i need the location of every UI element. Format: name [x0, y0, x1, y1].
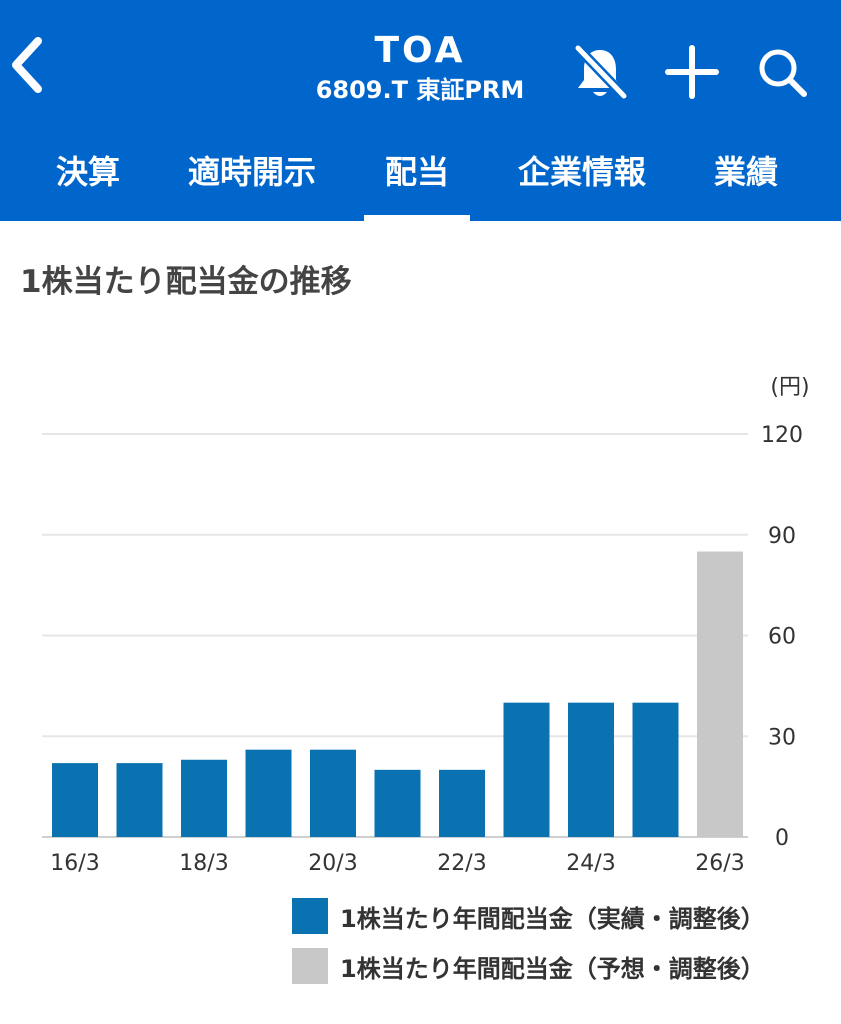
- bar-actual-19-3[interactable]: [245, 749, 292, 837]
- section-title: 1株当たり配当金の推移: [20, 264, 352, 300]
- dividend-bar-chart: (円) 0 30 60 90 120 16/3 18/3 20/3 22/3 24/3 26/3: [42, 375, 810, 876]
- y-tick-label: 60: [768, 625, 796, 650]
- tab-bar: 決算 適時開示 配当 企業情報 業績: [0, 140, 841, 221]
- legend-item-forecast: 1株当たり年間配当金（予想・調整後）: [292, 948, 765, 984]
- bar-actual-18-3[interactable]: [181, 759, 227, 837]
- back-button[interactable]: [0, 30, 56, 100]
- bar-actual-16-3[interactable]: [52, 763, 98, 837]
- legend-label-forecast: 1株当たり年間配当金（予想・調整後）: [340, 954, 765, 983]
- y-tick-label: 120: [761, 423, 803, 448]
- tab-dividend[interactable]: 配当: [364, 140, 470, 221]
- notification-toggle-button[interactable]: [568, 40, 632, 104]
- stock-code: 6809.T 東証PRM: [315, 76, 525, 104]
- bar-actual-17-3[interactable]: [116, 763, 163, 837]
- plus-icon: [665, 45, 719, 99]
- x-tick-label: 16/3: [50, 851, 99, 876]
- y-tick-label: 0: [775, 826, 789, 851]
- stock-title-block: TOA 6809.T 東証PRM: [240, 30, 600, 106]
- x-tick-label: 24/3: [566, 851, 615, 876]
- x-tick-label: 22/3: [437, 851, 486, 876]
- x-tick-label: 26/3: [695, 851, 744, 876]
- tab-kessan[interactable]: 決算: [55, 153, 120, 191]
- bar-actual-22-3[interactable]: [439, 769, 485, 837]
- bar-actual-20-3[interactable]: [310, 749, 356, 837]
- tab-company-info[interactable]: 企業情報: [517, 153, 646, 191]
- add-watchlist-button[interactable]: [660, 40, 724, 104]
- legend-item-actual: 1株当たり年間配当金（実績・調整後）: [292, 898, 765, 934]
- app-header: TOA 6809.T 東証PRM 決算 適時開示 配当 企業情報 業績: [0, 0, 841, 221]
- y-tick-label: 30: [768, 725, 796, 750]
- bar-actual-21-3[interactable]: [374, 769, 421, 837]
- bar-actual-25-3[interactable]: [632, 702, 679, 837]
- bar-actual-24-3[interactable]: [568, 702, 614, 837]
- y-tick-label: 90: [768, 524, 796, 549]
- search-button[interactable]: [750, 40, 814, 104]
- tab-timely-disclosure[interactable]: 適時開示: [187, 153, 316, 191]
- tab-performance[interactable]: 業績: [713, 153, 778, 191]
- search-icon: [759, 49, 807, 97]
- bar-forecast-26-3[interactable]: [697, 551, 743, 837]
- stock-name: TOA: [374, 30, 466, 71]
- legend-label-actual: 1株当たり年間配当金（実績・調整後）: [340, 904, 765, 933]
- bar-actual-23-3[interactable]: [503, 702, 550, 837]
- y-axis-unit-label: (円): [770, 375, 809, 400]
- bell-off-icon: [573, 43, 629, 101]
- legend-swatch-forecast: [292, 948, 328, 984]
- legend-swatch-actual: [292, 898, 328, 934]
- x-tick-label: 20/3: [308, 851, 357, 876]
- chart-legend: 1株当たり年間配当金（実績・調整後） 1株当たり年間配当金（予想・調整後）: [292, 898, 765, 998]
- x-tick-label: 18/3: [179, 851, 228, 876]
- chevron-left-icon: [12, 37, 42, 93]
